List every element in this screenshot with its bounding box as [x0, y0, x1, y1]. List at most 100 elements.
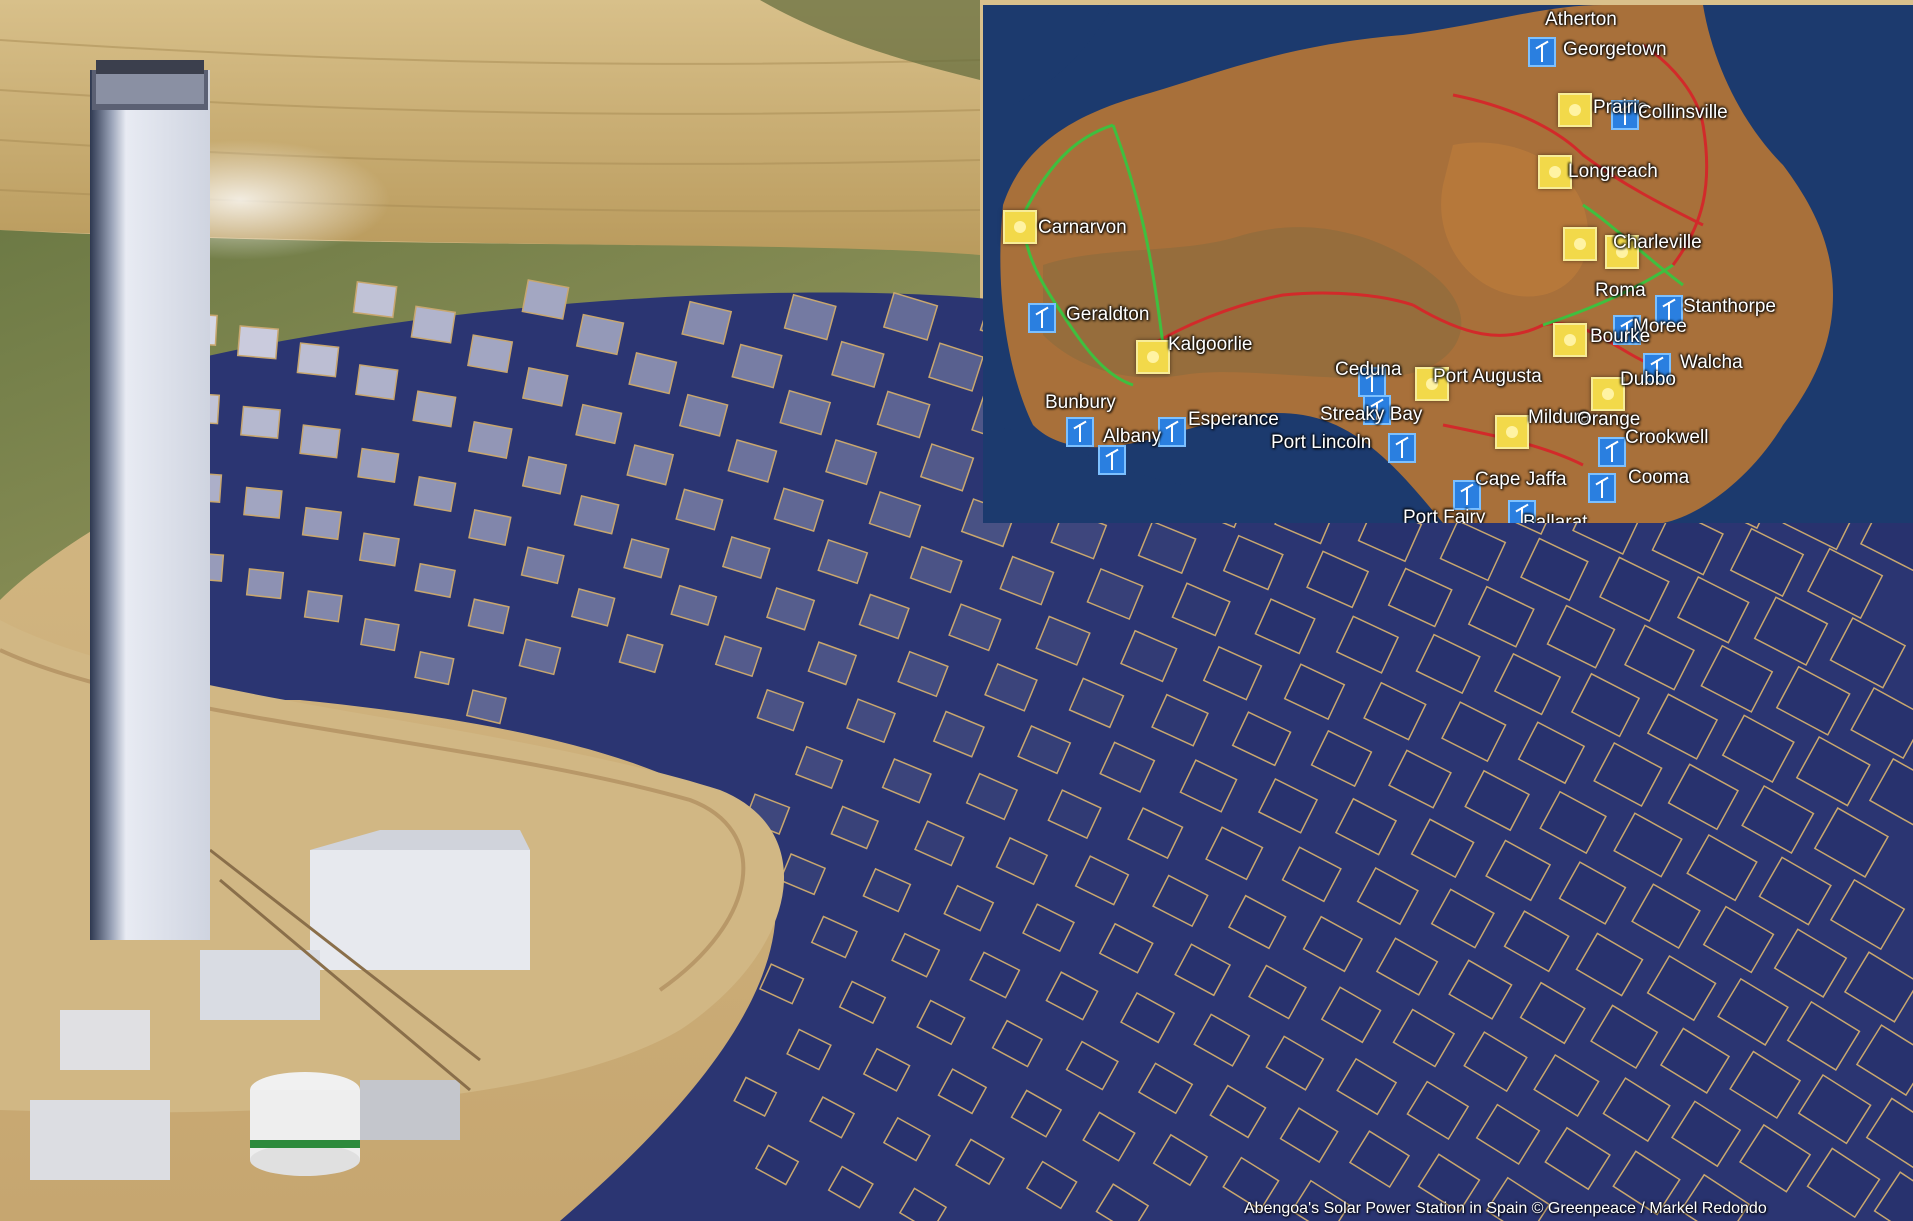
heliostat-mirror [628, 352, 678, 395]
heliostat-mirror [830, 805, 880, 850]
city-label: Walcha [1680, 352, 1743, 373]
wind-site-marker-icon [1598, 437, 1626, 467]
heliostat-mirror [1753, 596, 1829, 666]
heliostat-mirror [518, 638, 562, 676]
heliostat-mirror [1602, 1077, 1671, 1143]
solar-site-marker-icon [1538, 155, 1572, 189]
heliostat-mirror [1441, 701, 1507, 763]
heliostat-mirror [1152, 1133, 1209, 1187]
city-label: Kalgoorlie [1168, 334, 1253, 355]
heliostat-mirror [1120, 629, 1178, 683]
heliostat-mirror [1025, 1160, 1078, 1210]
heliostat-mirror [1795, 736, 1871, 807]
heliostat-mirror [721, 536, 771, 579]
heliostat-mirror [1843, 951, 1913, 1023]
heliostat-mirror [236, 325, 280, 360]
heliostat-mirror [1612, 1150, 1681, 1216]
wind-site-marker-icon [1528, 37, 1556, 67]
heliostat-mirror [413, 476, 457, 513]
solar-site-marker-icon [1136, 340, 1170, 374]
heliostat-mirror [1137, 1062, 1194, 1115]
city-label: Prairie [1593, 97, 1648, 118]
heliostat-mirror [1593, 741, 1663, 808]
city-label: Bourke [1590, 326, 1651, 347]
heliostat-mirror [355, 364, 399, 401]
heliostat-mirror [1392, 1008, 1456, 1068]
heliostat-mirror [881, 758, 932, 804]
heliostat-mirror [1430, 888, 1495, 949]
heliostat-mirror [1570, 672, 1641, 738]
heliostat-mirror [1533, 1053, 1600, 1118]
city-label: Roma [1595, 280, 1646, 301]
heliostat-mirror [1868, 757, 1913, 831]
wind-site-marker-icon [1098, 445, 1126, 475]
heliostat-mirror [817, 538, 869, 585]
heliostat-mirror [756, 688, 805, 732]
heliostat-mirror [1265, 1035, 1325, 1091]
heliostat-mirror [891, 932, 941, 978]
heliostat-mirror [733, 1076, 778, 1117]
heliostat-mirror [807, 641, 858, 686]
heliostat-mirror [670, 584, 718, 627]
city-label: Carnarvon [1038, 217, 1127, 238]
heliostat-mirror [1174, 943, 1232, 997]
city-label: Geraldton [1066, 304, 1150, 325]
heliostat-mirror [1283, 663, 1346, 721]
heliostat-mirror [1670, 1100, 1742, 1168]
heliostat-mirror [1686, 834, 1758, 902]
heliostat-mirror [240, 405, 281, 440]
heliostat-mirror [358, 532, 400, 567]
heliostat-mirror [1829, 617, 1907, 689]
heliostat-mirror [1254, 598, 1316, 655]
wind-site-marker-icon [1453, 480, 1481, 510]
wind-site-marker-icon [1158, 417, 1186, 447]
australia-map-inset: Atherton Georgetown Prairie Collinsville Lon… [983, 5, 1913, 523]
city-label: Port Fairy [1403, 507, 1486, 524]
heliostat-mirror [1171, 582, 1231, 637]
heliostat-mirror [414, 562, 456, 599]
heliostat-mirror [1520, 537, 1589, 602]
heliostat-mirror [245, 568, 285, 600]
heliostat-mirror [1010, 1089, 1063, 1138]
solar-site-marker-icon [1415, 367, 1449, 401]
heliostat-mirror [520, 546, 565, 585]
heliostat-mirror [1334, 797, 1398, 856]
heliostat-mirror [575, 313, 625, 356]
heliostat-mirror [1775, 665, 1851, 736]
heliostat-mirror [1017, 725, 1072, 775]
heliostat-mirror [1439, 519, 1507, 582]
heliostat-mirror [1806, 547, 1884, 620]
heliostat-mirror [1151, 693, 1209, 747]
heliostat-mirror [1865, 1097, 1913, 1170]
heliostat-mirror [937, 1068, 988, 1115]
city-label: Albany [1103, 426, 1162, 447]
heliostat-mirror [1193, 1013, 1251, 1067]
heliostat-mirror [1676, 576, 1750, 644]
heliostat-mirror [932, 710, 985, 758]
city-label: Georgetown [1563, 39, 1667, 60]
heliostat-mirror [919, 443, 975, 492]
heliostat-mirror [1099, 741, 1156, 793]
solar-tower [90, 70, 210, 940]
heliostat-mirror [1558, 861, 1627, 925]
heliostat-mirror [352, 280, 398, 319]
heliostat-mirror [1231, 711, 1292, 767]
heliostat-mirror [1388, 749, 1452, 809]
heliostat-mirror [243, 486, 283, 519]
heliostat-mirror [678, 393, 729, 437]
heliostat-mirror [1120, 991, 1176, 1044]
city-label: Port Lincoln [1271, 432, 1372, 453]
heliostat-mirror [467, 421, 513, 459]
heliostat-mirror [1022, 903, 1075, 953]
heliostat-mirror [1613, 812, 1683, 878]
heliostat-mirror [1717, 977, 1789, 1046]
heliostat-mirror [1065, 1040, 1119, 1091]
heliostat-mirror [1222, 1156, 1280, 1211]
heliostat-mirror [1047, 789, 1102, 840]
heliostat-mirror [928, 342, 984, 392]
heliostat-mirror [862, 1047, 911, 1092]
heliostat-mirror [467, 598, 510, 635]
heliostat-mirror [1806, 1147, 1881, 1219]
heliostat-mirror [1667, 763, 1739, 831]
heliostat-mirror [1700, 644, 1774, 713]
